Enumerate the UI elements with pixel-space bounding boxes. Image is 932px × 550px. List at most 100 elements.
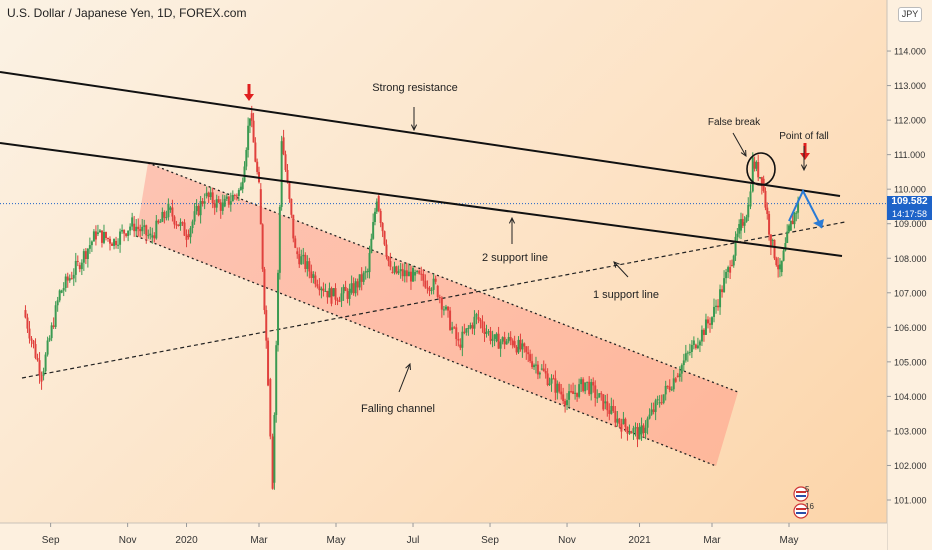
candle-body <box>314 275 317 285</box>
false-break-label: False break <box>708 117 761 128</box>
candle-body <box>775 258 778 266</box>
last-price-label: 109.582 14:17:58 <box>887 196 932 220</box>
candle-body <box>572 391 575 394</box>
candle-body <box>372 222 375 239</box>
candle-body <box>131 217 134 227</box>
support-line-1-label: 1 support line <box>593 289 659 301</box>
candle-body <box>113 239 116 246</box>
candle-body <box>515 346 518 353</box>
candle-body <box>125 233 128 236</box>
candle-body <box>119 231 122 245</box>
event-badge-1-flag-stripe <box>796 491 806 493</box>
candle-body <box>525 346 528 353</box>
candle-body <box>463 331 466 333</box>
candle-body <box>531 361 534 368</box>
candle-body <box>743 222 746 226</box>
candle-body <box>608 410 611 414</box>
candle-body <box>183 222 186 236</box>
candle-body <box>426 287 429 289</box>
candle-body <box>286 169 289 182</box>
candle-body <box>536 364 539 375</box>
candle-body <box>542 368 545 371</box>
candle-body <box>316 284 319 287</box>
candle-body <box>30 338 33 341</box>
candle-body <box>546 373 549 385</box>
candle-body <box>471 325 474 329</box>
candle-body <box>92 231 95 242</box>
candle-body <box>36 357 39 361</box>
candle-body <box>391 272 394 274</box>
candle-body <box>560 391 563 395</box>
channel-upper-line <box>147 162 739 393</box>
candle-body <box>732 255 735 266</box>
candle-body <box>523 343 526 347</box>
candle-body <box>306 261 309 269</box>
candle-body <box>64 276 67 289</box>
candle-body <box>185 235 188 240</box>
candle-body <box>34 344 37 358</box>
candle-body <box>505 341 508 345</box>
candle-body <box>247 125 250 150</box>
support1-pointer-head <box>613 261 620 268</box>
candle-body <box>48 338 51 341</box>
candle-body <box>658 402 661 404</box>
candle-body <box>223 198 226 207</box>
candle-body <box>330 288 333 304</box>
x-tick-label: May <box>780 535 799 546</box>
price-scale-panel <box>887 0 932 550</box>
candle-body <box>82 251 85 263</box>
candle-body <box>698 341 701 346</box>
candle-body <box>252 120 255 143</box>
candle-body <box>738 224 741 234</box>
candle-body <box>666 385 669 387</box>
candle-body <box>175 224 178 226</box>
candle-body <box>54 305 57 327</box>
candle-body <box>416 270 419 273</box>
candle-body <box>644 427 647 434</box>
candle-body <box>654 400 657 413</box>
currency-badge[interactable]: JPY <box>898 7 922 22</box>
candle-body <box>356 281 359 288</box>
candle-body <box>362 272 365 282</box>
candle-body <box>149 233 152 236</box>
candle-body <box>741 219 744 226</box>
candle-body <box>708 323 711 325</box>
candle-body <box>76 260 79 262</box>
candle-body <box>104 232 107 239</box>
y-tick-label: 103.000 <box>894 426 927 436</box>
candle-body <box>58 290 61 301</box>
support-line-2 <box>0 142 843 257</box>
candle-body <box>159 221 162 223</box>
x-tick-label: Nov <box>558 535 576 546</box>
support-line-2-label: 2 support line <box>482 252 548 264</box>
candle-body <box>102 232 105 243</box>
candle-body <box>501 337 504 342</box>
candle-body <box>405 270 408 277</box>
false-break-circle <box>746 152 776 186</box>
x-tick-label: 2021 <box>628 535 651 546</box>
candle-body <box>383 231 386 245</box>
candle-body <box>342 286 345 294</box>
candle-body <box>100 230 103 243</box>
projected-path <box>788 188 823 229</box>
candle-body <box>795 212 798 214</box>
candle-body <box>250 113 253 121</box>
candle-body <box>269 379 272 437</box>
candle-body <box>797 200 800 213</box>
candle-body <box>550 378 553 384</box>
candle-body <box>540 368 543 370</box>
candle-body <box>612 405 615 412</box>
candle-body <box>107 238 109 240</box>
candle-body <box>139 228 142 232</box>
candle-body <box>211 192 214 204</box>
candle-body <box>387 256 390 262</box>
candle-body <box>399 269 402 272</box>
candle-body <box>265 310 268 341</box>
candle-body <box>302 254 305 257</box>
candle-body <box>507 336 510 342</box>
candle-body <box>338 301 341 303</box>
candle-body <box>135 226 138 232</box>
candle-body <box>680 365 683 374</box>
